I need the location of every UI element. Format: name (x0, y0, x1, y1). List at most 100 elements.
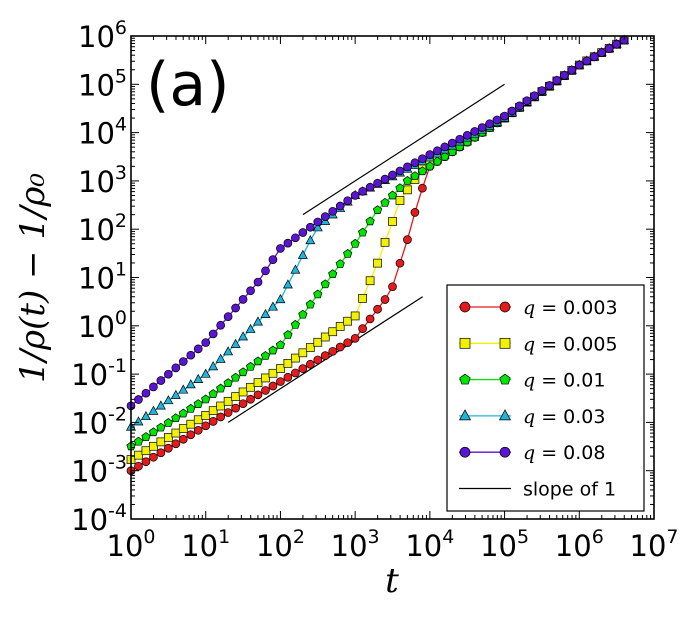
data-point (201, 421, 211, 431)
data-point (387, 190, 398, 200)
data-point (455, 134, 465, 144)
data-point (200, 368, 211, 378)
data-point (291, 368, 300, 378)
data-point (178, 384, 189, 394)
data-point (395, 196, 405, 205)
data-point (410, 208, 420, 217)
data-point (186, 419, 196, 429)
data-point (335, 259, 345, 268)
data-point (305, 235, 316, 245)
data-point (238, 367, 248, 377)
data-point (171, 439, 181, 449)
legend-entry: q = 0.01 (459, 370, 605, 392)
data-point (328, 269, 338, 279)
data-point (178, 424, 188, 433)
data-point (440, 142, 450, 152)
data-point (373, 178, 382, 188)
data-point (223, 312, 233, 321)
data-point (582, 56, 592, 66)
legend-entry: q = 0.003 (459, 297, 618, 319)
data-point (170, 389, 181, 399)
legend-marker (458, 409, 472, 421)
data-point (208, 361, 219, 371)
data-point (268, 368, 278, 378)
data-point (350, 238, 360, 248)
x-tick-label: 102 (256, 526, 305, 563)
data-point (171, 413, 181, 423)
data-point (149, 452, 158, 462)
data-point (245, 323, 256, 333)
legend-marker (499, 301, 511, 313)
data-point (230, 338, 241, 348)
data-point (171, 363, 181, 373)
data-point (276, 377, 285, 386)
data-point (134, 395, 143, 404)
data-point (298, 228, 308, 237)
data-point (305, 343, 315, 352)
data-point (238, 295, 248, 304)
data-point (133, 436, 144, 446)
data-point (238, 399, 248, 409)
data-point (275, 293, 286, 304)
data-point (403, 162, 412, 172)
data-point (141, 432, 151, 441)
data-point (410, 171, 420, 180)
data-point (290, 319, 300, 329)
data-point (231, 372, 241, 382)
data-point (297, 249, 308, 259)
data-point (372, 205, 383, 215)
data-point (148, 427, 159, 437)
data-point (350, 333, 360, 343)
y-tick-label: 103 (78, 162, 127, 199)
data-point (507, 106, 517, 116)
data-point (567, 65, 577, 75)
data-point (380, 197, 390, 207)
x-tick-label: 101 (181, 526, 230, 563)
data-point (246, 394, 255, 404)
legend: q = 0.003 q = 0.005 q = 0.01 q = 0.03 q = 0.… (446, 284, 645, 512)
data-point (604, 44, 614, 53)
data-point (485, 119, 494, 129)
data-point (261, 386, 270, 395)
data-point (283, 238, 293, 248)
data-point (260, 308, 271, 318)
x-tick-label: 103 (331, 526, 380, 563)
data-point (298, 364, 308, 373)
data-point (365, 314, 375, 324)
legend-label: q = 0.01 (523, 370, 605, 392)
data-point (380, 295, 390, 304)
series-5 (126, 35, 629, 411)
data-point (149, 382, 158, 392)
data-point (275, 340, 286, 349)
data-point (223, 408, 233, 417)
data-point (245, 361, 256, 371)
data-point (290, 264, 301, 274)
data-point (253, 378, 263, 387)
data-point (358, 324, 367, 333)
data-point (395, 166, 405, 176)
data-point (530, 91, 539, 101)
data-point (298, 309, 308, 319)
y-tick-label: 105 (78, 65, 127, 102)
data-point (282, 279, 293, 289)
data-point (522, 96, 532, 106)
data-point (291, 233, 300, 243)
data-point (208, 417, 218, 426)
data-point (350, 311, 360, 321)
data-point (215, 353, 226, 363)
data-point (313, 217, 323, 227)
data-point (388, 217, 397, 226)
data-point (589, 52, 599, 62)
x-tick-label: 105 (480, 526, 529, 563)
data-point (163, 417, 173, 427)
data-point (373, 258, 382, 268)
x-tick-label: 100 (107, 526, 156, 563)
data-point (559, 70, 569, 80)
data-point (253, 356, 263, 366)
y-tick-label: 102 (78, 210, 127, 247)
data-point (193, 399, 203, 408)
data-point (373, 304, 382, 314)
data-point (403, 185, 412, 195)
data-point (470, 127, 480, 136)
